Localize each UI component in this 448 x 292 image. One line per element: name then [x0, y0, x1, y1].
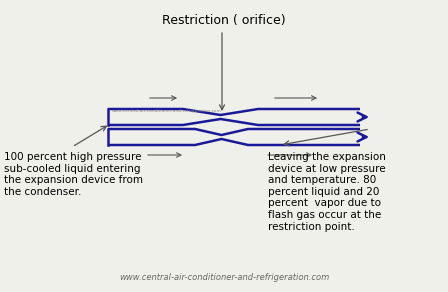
Text: www.central-air-conditioner-and-refrigeration.com: www.central-air-conditioner-and-refriger…	[119, 273, 329, 282]
Text: 100 percent high pressure
sub-cooled liquid entering
the expansion device from
t: 100 percent high pressure sub-cooled liq…	[4, 152, 143, 197]
Text: Leaving the expansion
device at low pressure
and temperature. 80
percent liquid : Leaving the expansion device at low pres…	[268, 152, 386, 232]
Text: Restriction ( orifice): Restriction ( orifice)	[162, 14, 286, 27]
Text: www.central-air-conditioner-and-refrigeration.com: www.central-air-conditioner-and-refriger…	[112, 109, 222, 113]
